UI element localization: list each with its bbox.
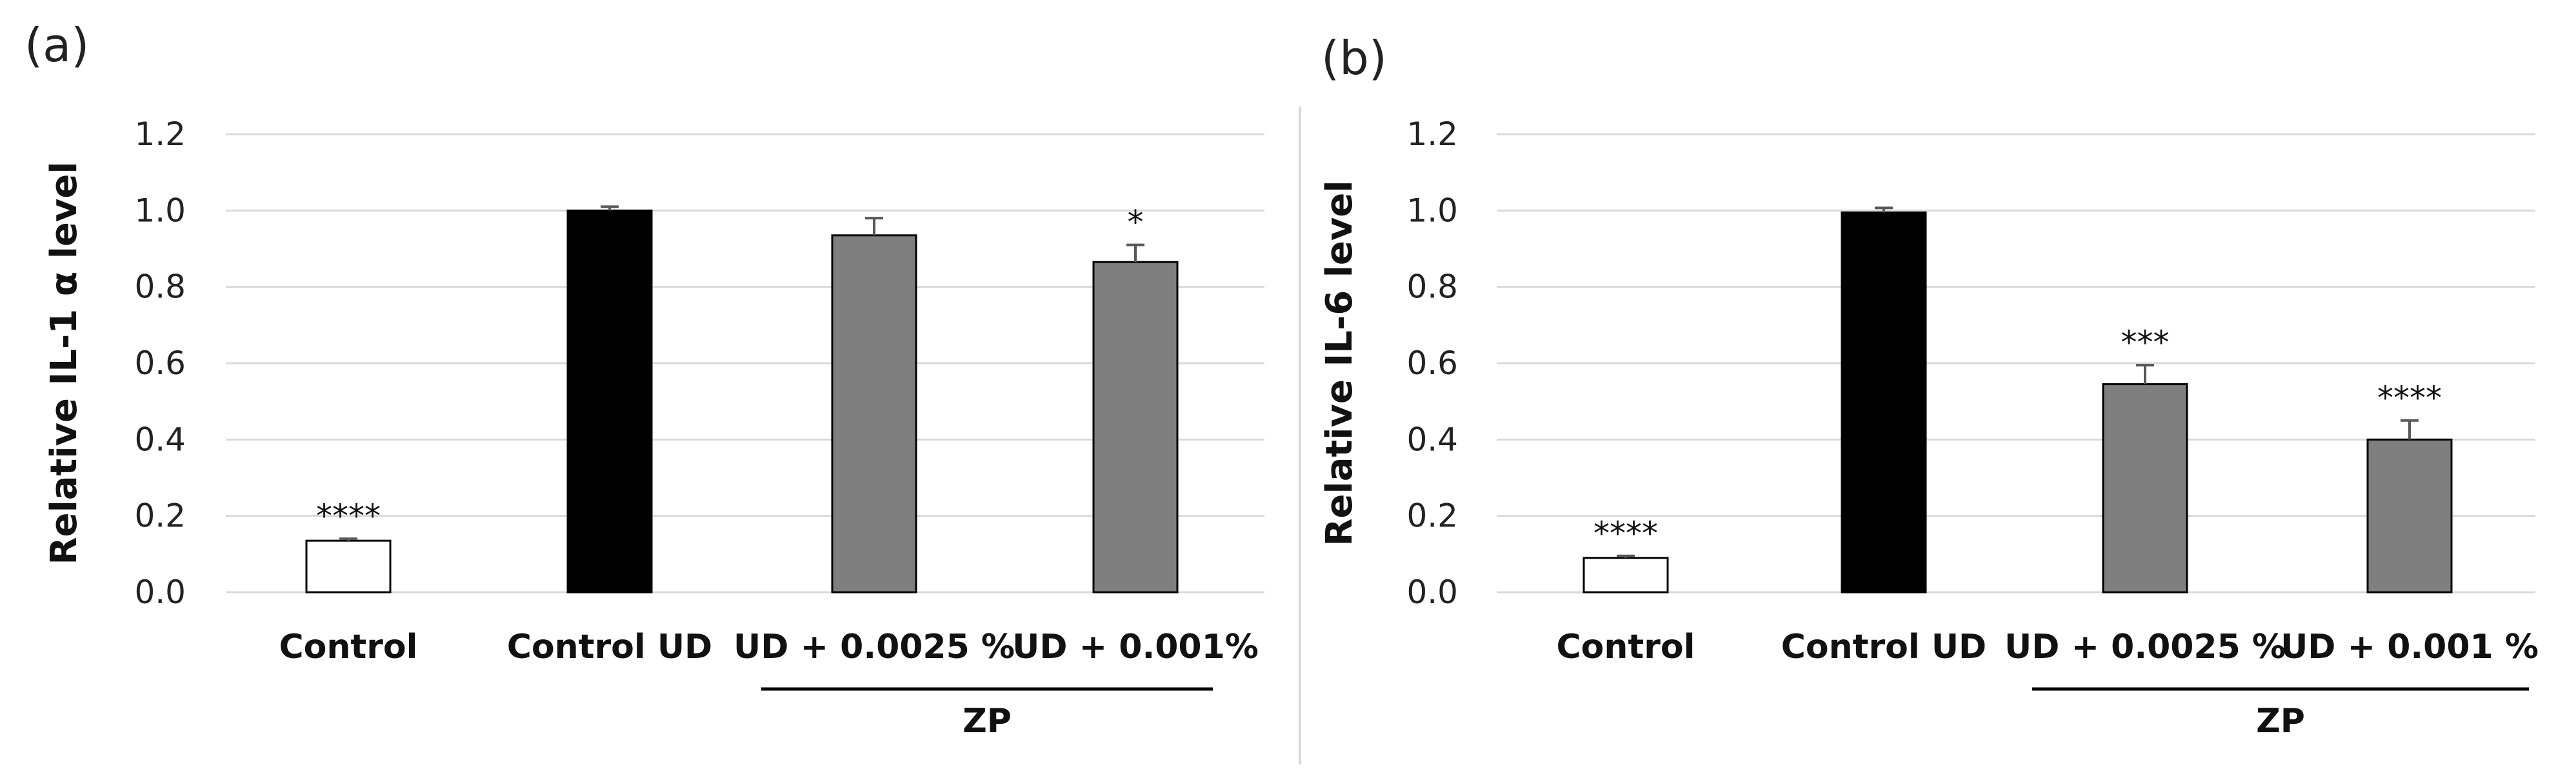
- category-label: Control UD: [1781, 628, 1986, 666]
- y-axis-label-b: Relative IL-6 level: [1319, 180, 1361, 546]
- bar: [1841, 211, 1927, 594]
- y-tick-label: 0.8: [1406, 268, 1458, 306]
- panel-label-a: (a): [25, 18, 89, 72]
- chart-b: 0.0 0.2 0.4 0.6 0.8 1.0 1.2 Relative IL-6 level…: [1319, 115, 2539, 741]
- group-label: ZP: [963, 702, 1012, 741]
- significance-label: ****: [316, 497, 381, 535]
- panel-label-b: (b): [1321, 31, 1387, 85]
- y-tick-label: 0.0: [134, 574, 186, 611]
- y-tick-label: 0.0: [1406, 574, 1458, 611]
- bar: [1092, 261, 1179, 594]
- y-tick-label: 0.4: [1406, 421, 1458, 458]
- y-tick-label: 0.6: [1406, 345, 1458, 382]
- significance-label: ***: [2121, 324, 2170, 361]
- bar: [305, 539, 392, 594]
- y-tick-label: 1.0: [1406, 192, 1458, 229]
- y-tick-label: 0.6: [134, 345, 186, 382]
- y-tick-label: 1.2: [134, 115, 186, 153]
- category-label: UD + 0.0025 %: [734, 628, 1015, 666]
- group-label: ZP: [2256, 702, 2305, 741]
- category-label: UD + 0.001%: [1012, 628, 1259, 666]
- y-tick-label: 0.2: [134, 497, 186, 535]
- bar: [566, 209, 653, 594]
- y-tick-label: 1.0: [134, 192, 186, 229]
- y-tick-label: 0.2: [1406, 497, 1458, 535]
- y-axis-label-a: Relative IL-1 α level: [43, 161, 85, 564]
- significance-label: ****: [1593, 515, 1658, 552]
- y-tick-label: 0.4: [134, 421, 186, 458]
- bar: [831, 234, 917, 594]
- category-label: Control UD: [507, 628, 712, 666]
- bar: [1583, 557, 1669, 594]
- category-label: Control: [279, 628, 418, 666]
- significance-label: ****: [2377, 379, 2442, 417]
- category-label: UD + 0.0025 %: [2004, 628, 2286, 666]
- significance-label: *: [1128, 204, 1144, 241]
- bar: [2366, 438, 2453, 594]
- chart-a: 0.0 0.2 0.4 0.6 0.8 1.0 1.2 Relative IL-1 α lev…: [43, 115, 1264, 741]
- bar: [2102, 383, 2188, 594]
- category-label: Control: [1557, 628, 1695, 666]
- y-tick-label: 1.2: [1406, 115, 1458, 153]
- y-tick-label: 0.8: [134, 268, 186, 306]
- category-label: UD + 0.001 %: [2281, 628, 2539, 666]
